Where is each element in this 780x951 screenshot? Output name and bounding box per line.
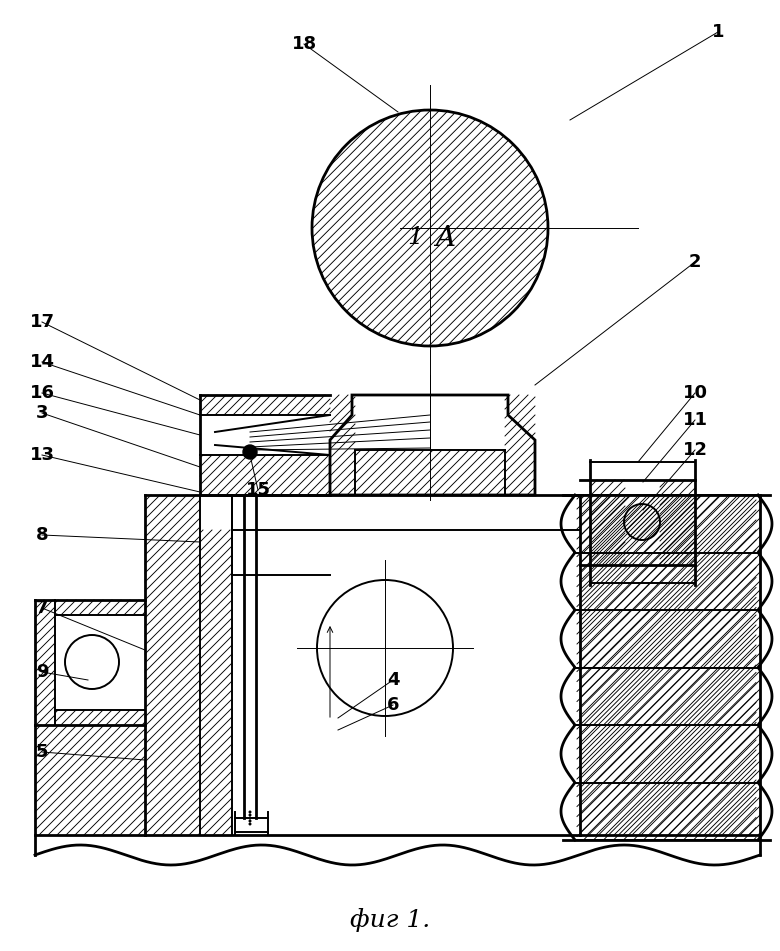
Text: 18: 18 xyxy=(292,35,317,53)
Circle shape xyxy=(249,817,251,820)
Text: 5: 5 xyxy=(36,743,48,761)
Text: 8: 8 xyxy=(36,526,48,544)
Text: 7: 7 xyxy=(36,599,48,617)
Text: 11: 11 xyxy=(682,411,707,429)
Circle shape xyxy=(249,823,251,825)
Text: 3: 3 xyxy=(36,404,48,422)
Text: 9: 9 xyxy=(36,663,48,681)
Circle shape xyxy=(249,810,251,813)
Circle shape xyxy=(249,813,251,817)
Text: 1: 1 xyxy=(407,226,423,249)
Text: 12: 12 xyxy=(682,441,707,459)
Text: 13: 13 xyxy=(30,446,55,464)
Text: 10: 10 xyxy=(682,384,707,402)
Text: A: A xyxy=(435,224,455,251)
Text: 6: 6 xyxy=(387,696,399,714)
Circle shape xyxy=(243,445,257,459)
Text: 1: 1 xyxy=(711,23,725,41)
Text: 4: 4 xyxy=(387,671,399,689)
Text: 17: 17 xyxy=(30,313,55,331)
Circle shape xyxy=(249,820,251,823)
Text: 16: 16 xyxy=(30,384,55,402)
Text: 15: 15 xyxy=(246,481,271,499)
Text: 2: 2 xyxy=(689,253,701,271)
Text: фиг 1.: фиг 1. xyxy=(350,908,430,932)
Text: 14: 14 xyxy=(30,353,55,371)
